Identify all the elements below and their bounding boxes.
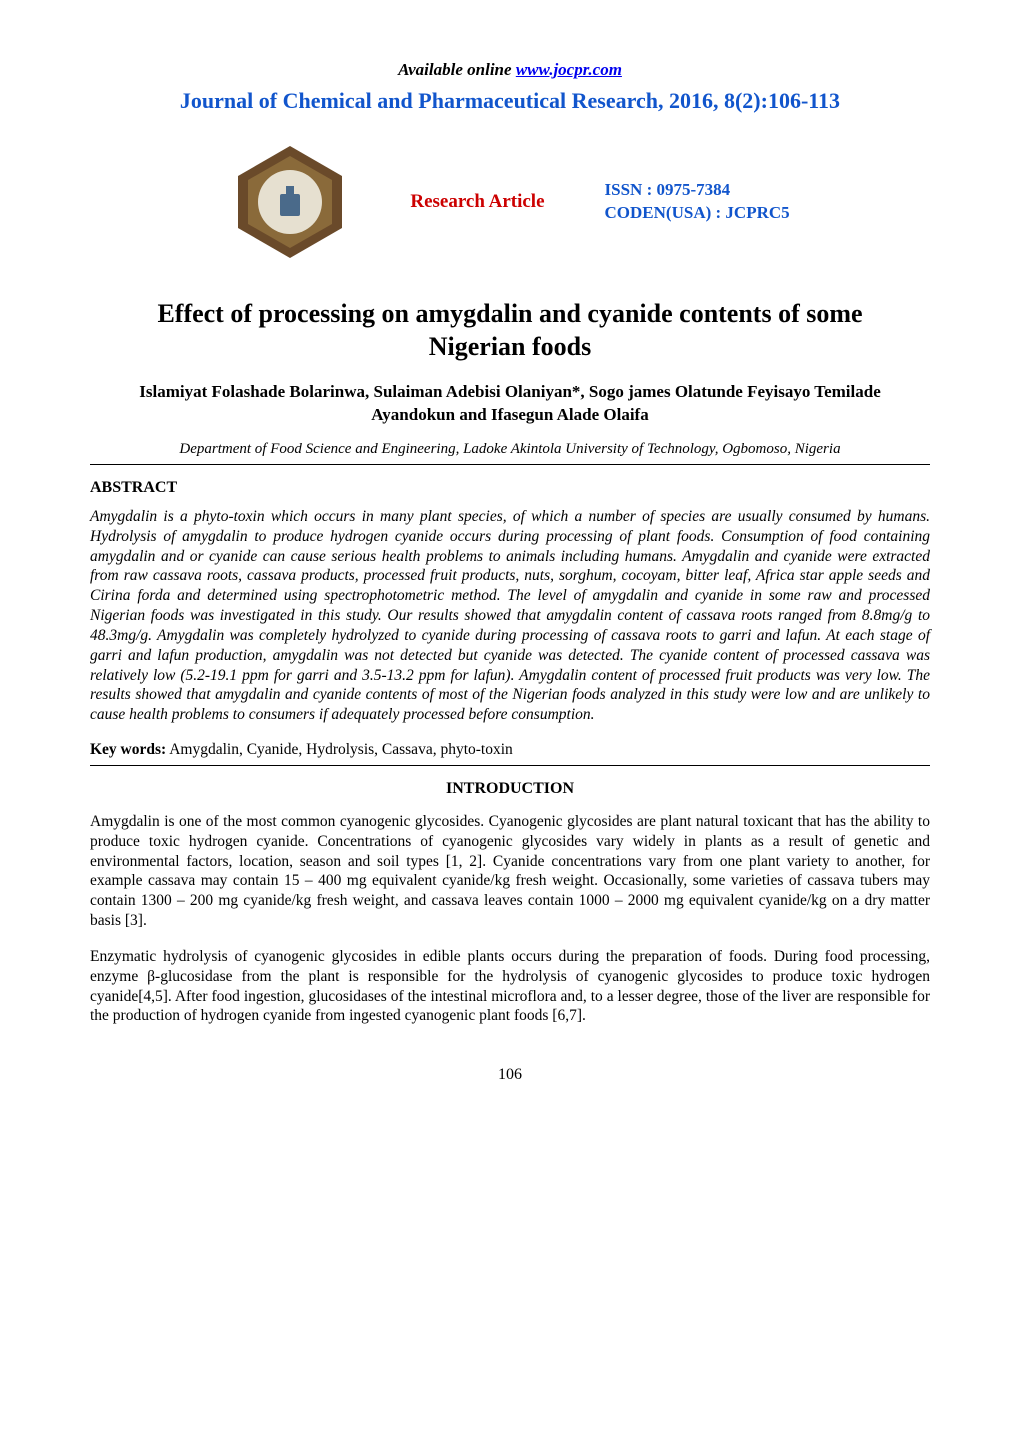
keywords-label: Key words: xyxy=(90,741,166,758)
page-number: 106 xyxy=(90,1066,930,1084)
keywords-text: Amygdalin, Cyanide, Hydrolysis, Cassava,… xyxy=(166,741,513,758)
coden-line: CODEN(USA) : JCPRC5 xyxy=(605,202,790,225)
introduction-para-2: Enzymatic hydrolysis of cyanogenic glyco… xyxy=(90,947,930,1026)
abstract-body: Amygdalin is a phyto-toxin which occurs … xyxy=(90,507,930,725)
journal-logo-svg xyxy=(230,142,350,262)
journal-title: Journal of Chemical and Pharmaceutical R… xyxy=(90,88,930,114)
introduction-heading: INTRODUCTION xyxy=(90,780,930,798)
keywords-line: Key words: Amygdalin, Cyanide, Hydrolysi… xyxy=(90,741,930,759)
page-root: Available online www.jocpr.com Journal o… xyxy=(0,0,1020,1124)
issn-line: ISSN : 0975-7384 xyxy=(605,179,790,202)
logo-flask-icon xyxy=(280,194,300,216)
available-online-line: Available online www.jocpr.com xyxy=(90,60,930,80)
header-row: Research Article ISSN : 0975-7384 CODEN(… xyxy=(90,142,930,262)
research-article-label: Research Article xyxy=(410,191,544,213)
introduction-para-1: Amygdalin is one of the most common cyan… xyxy=(90,812,930,931)
issn-block: ISSN : 0975-7384 CODEN(USA) : JCPRC5 xyxy=(605,179,790,225)
available-online-link[interactable]: www.jocpr.com xyxy=(516,60,622,79)
paper-title: Effect of processing on amygdalin and cy… xyxy=(120,298,900,363)
available-online-prefix: Available online xyxy=(398,60,516,79)
divider-mid xyxy=(90,765,930,766)
abstract-heading: ABSTRACT xyxy=(90,479,930,497)
affiliation: Department of Food Science and Engineeri… xyxy=(100,441,920,458)
authors: Islamiyat Folashade Bolarinwa, Sulaiman … xyxy=(120,381,900,427)
journal-logo xyxy=(230,142,350,262)
divider-top xyxy=(90,464,930,465)
logo-flask-neck-icon xyxy=(286,186,294,196)
